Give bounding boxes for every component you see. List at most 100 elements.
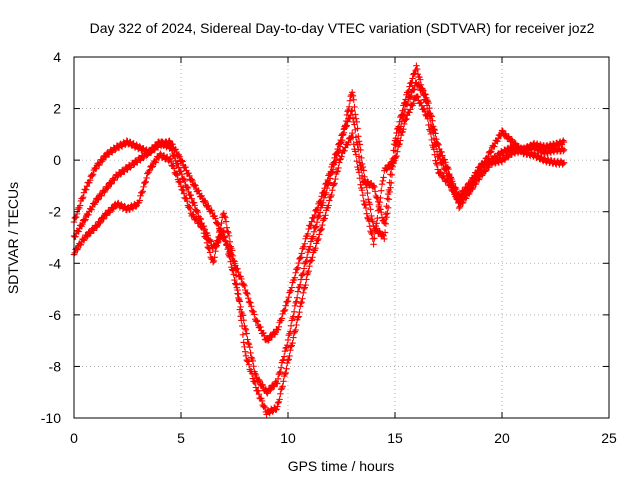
data-point: [282, 369, 289, 377]
data-point: [470, 176, 477, 183]
data-point: [290, 313, 297, 320]
data-point: [315, 235, 322, 243]
data-point: [295, 313, 302, 320]
data-point: [181, 177, 189, 185]
data-point: [189, 177, 196, 185]
data-point: [284, 297, 292, 305]
data-point: [277, 386, 285, 393]
data-point: [273, 406, 280, 413]
data-point: [387, 179, 395, 187]
data-point: [290, 334, 297, 341]
data-point: [276, 396, 283, 403]
data-point: [501, 155, 508, 162]
data-point: [297, 300, 305, 307]
data-markers: [70, 62, 568, 418]
axis-ticks: [73, 56, 610, 419]
data-point: [180, 190, 188, 197]
data-point: [141, 179, 148, 187]
y-tick-label: -10: [41, 410, 61, 426]
data-point: [313, 218, 321, 226]
data-point: [140, 183, 147, 191]
data-point: [296, 309, 303, 316]
data-point: [339, 131, 347, 139]
data-point: [271, 330, 278, 337]
data-point: [299, 295, 306, 302]
data-point: [381, 235, 388, 243]
data-point: [177, 179, 184, 186]
data-point: [310, 228, 318, 236]
data-point: [297, 276, 305, 283]
data-point: [164, 141, 172, 148]
data-point: [108, 147, 115, 155]
data-point: [292, 269, 299, 276]
data-point: [426, 126, 433, 133]
data-point: [386, 188, 393, 196]
data-point: [439, 152, 446, 159]
data-point: [89, 170, 97, 178]
data-point: [191, 202, 198, 209]
data-point: [323, 189, 330, 196]
data-point: [294, 314, 302, 321]
data-point: [300, 243, 308, 250]
data-point: [263, 388, 270, 396]
data-point: [336, 159, 343, 166]
data-point: [300, 289, 307, 297]
data-point: [248, 303, 255, 310]
data-point: [338, 153, 345, 160]
data-point: [192, 215, 199, 223]
data-point: [297, 281, 304, 289]
data-point: [188, 195, 195, 202]
data-point: [475, 172, 482, 179]
data-point: [369, 235, 377, 243]
data-point: [177, 183, 185, 190]
data-point: [250, 363, 257, 370]
data-point: [417, 99, 425, 106]
data-point: [108, 180, 115, 187]
data-point: [342, 117, 350, 125]
data-point: [321, 215, 328, 222]
data-point: [190, 211, 197, 218]
data-point: [361, 200, 368, 208]
data-point: [296, 255, 303, 263]
data-point: [226, 238, 234, 246]
data-point: [485, 153, 492, 160]
data-point: [284, 357, 292, 364]
data-point: [213, 242, 221, 249]
data-point: [325, 202, 332, 209]
data-point: [393, 152, 400, 160]
data-point: [88, 171, 95, 179]
data-point: [349, 134, 357, 141]
data-point: [225, 229, 232, 237]
data-point: [426, 127, 434, 135]
data-point: [79, 236, 87, 243]
data-point: [333, 168, 341, 176]
data-point: [210, 257, 218, 265]
data-point: [478, 167, 485, 174]
data-point: [83, 183, 91, 190]
data-point: [73, 246, 81, 253]
data-point: [457, 195, 464, 202]
data-point: [491, 143, 498, 150]
data-point: [357, 146, 364, 154]
data-point: [280, 378, 287, 385]
data-point: [292, 326, 299, 334]
data-point: [245, 339, 252, 347]
data-point: [421, 107, 429, 115]
data-point: [187, 191, 195, 199]
data-point: [363, 210, 370, 217]
data-point: [341, 147, 348, 155]
data-point: [374, 207, 382, 214]
data-point: [428, 113, 435, 120]
data-point: [222, 237, 229, 244]
data-point: [231, 260, 238, 267]
data-point: [280, 307, 288, 315]
data-point: [403, 115, 410, 123]
data-point: [297, 254, 305, 261]
data-point: [171, 153, 179, 160]
data-point: [104, 185, 111, 192]
data-point: [358, 187, 366, 194]
data-point: [311, 211, 318, 219]
data-point: [246, 343, 253, 351]
data-point: [294, 264, 302, 271]
